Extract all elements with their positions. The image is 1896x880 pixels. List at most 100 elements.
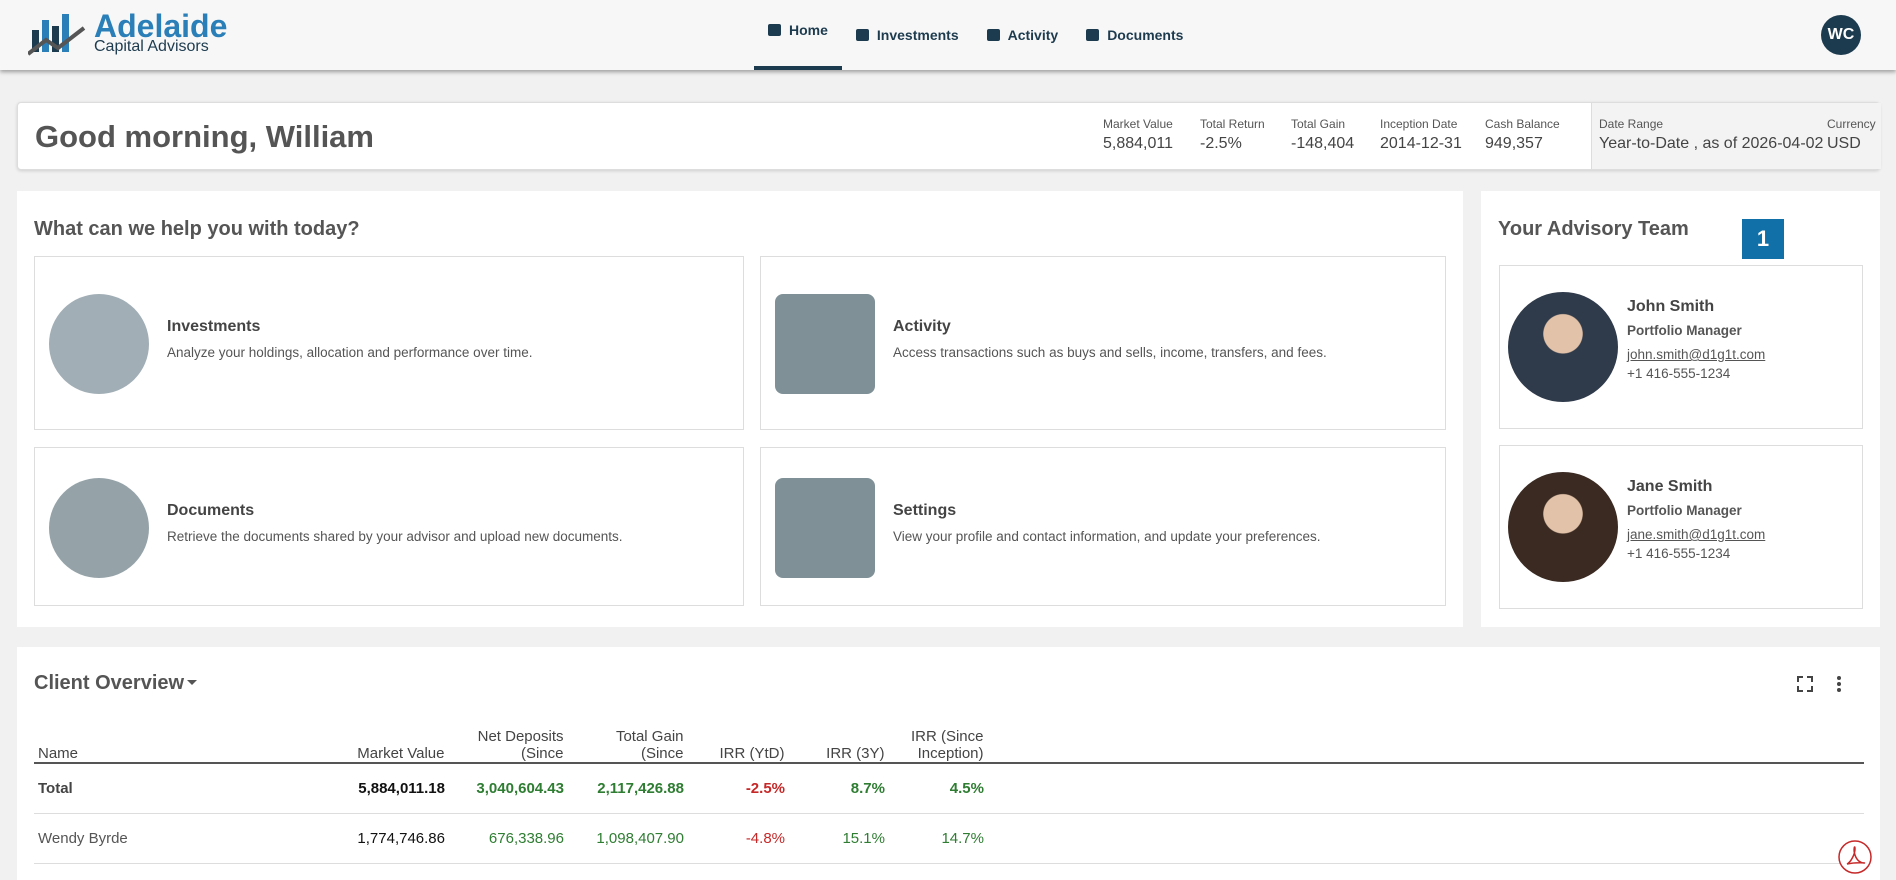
pdf-button[interactable] <box>1838 840 1872 874</box>
card-desc: Analyze your holdings, allocation and pe… <box>167 345 533 360</box>
member-email[interactable]: john.smith@d1g1t.com <box>1627 347 1766 362</box>
nav-label: Documents <box>1107 27 1184 43</box>
table-row: Wendy Byrde 1,774,746.86 676,338.96 1,098,4… <box>34 813 1864 864</box>
table-cell: 15.1% <box>789 813 889 864</box>
date-range[interactable]: Date Range Year-to-Date , as of 2026-04-0… <box>1599 117 1823 153</box>
logo-icon <box>28 14 86 56</box>
nav-item[interactable]: Activity <box>973 0 1073 70</box>
metric-value: -148,404 <box>1291 135 1355 152</box>
help-title: What can we help you with today? <box>34 218 360 240</box>
logo-sub: Capital Advisors <box>94 38 209 55</box>
metric: Market Value 5,884,011 <box>1103 117 1173 153</box>
card-icon <box>49 294 149 394</box>
nav: Home Investments Activity Documents <box>754 0 1197 70</box>
overview-panel: Client Overview Name Market Value Net Depo… <box>17 647 1880 880</box>
card-desc: View your profile and contact informatio… <box>893 528 1321 544</box>
nav-label: Investments <box>876 27 959 43</box>
help-card[interactable]: Investments Analyze your holdings, alloca… <box>34 256 744 430</box>
table-row: Total 5,884,011.18 3,040,604.43 2,117,426.8… <box>34 763 1864 814</box>
member-role: Portfolio Manager <box>1627 503 1742 518</box>
nav-item[interactable]: Investments <box>842 0 973 70</box>
table-cell: 1,098,407.90 <box>568 813 688 864</box>
help-card[interactable]: Activity Access transactions such as buys… <box>760 256 1446 430</box>
column-header[interactable]: IRR (3Y) <box>789 723 890 764</box>
member-email[interactable]: jane.smith@d1g1t.com <box>1627 527 1766 542</box>
metric: Inception Date 2014-12-31 <box>1380 117 1462 153</box>
table-cell: 1,774,746.86 <box>333 813 449 864</box>
metric-value: 2014-12-31 <box>1380 135 1462 152</box>
greeting: Good morning, William <box>35 119 374 154</box>
nav-icon <box>855 29 869 41</box>
portrait <box>1508 472 1618 582</box>
column-spacer <box>988 723 1864 764</box>
table-cell: -2.5% <box>688 763 789 814</box>
card-desc: Retrieve the documents shared by your ad… <box>167 528 623 544</box>
card-title: Settings <box>893 501 957 519</box>
nav-icon <box>986 29 1000 41</box>
table-cell: 14.7% <box>889 813 988 864</box>
nav-item[interactable]: Documents <box>1072 0 1197 70</box>
metric-label: Cash Balance <box>1485 117 1560 131</box>
metric-value: -2.5% <box>1200 135 1242 152</box>
metric: Total Return -2.5% <box>1200 117 1265 153</box>
value: Year-to-Date , as of 2026-04-02 <box>1599 135 1824 152</box>
value: USD <box>1827 135 1861 152</box>
logo-name: Adelaide <box>94 8 228 44</box>
overview-title[interactable]: Client Overview <box>34 672 185 694</box>
metric: Cash Balance 949,357 <box>1485 117 1560 153</box>
metric-label: Total Gain <box>1291 117 1346 131</box>
team-card: John Smith Portfolio Manager john.smith@d1… <box>1499 265 1863 429</box>
table-cell: Wendy Byrde <box>34 813 333 864</box>
avatar[interactable]: WC <box>1821 15 1861 55</box>
nav-item[interactable]: Home <box>754 0 842 70</box>
column-header[interactable]: Market Value <box>333 723 450 764</box>
team-title: Your Advisory Team <box>1498 218 1689 240</box>
table-cell: -4.8% <box>688 813 789 864</box>
help-card[interactable]: Settings View your profile and contact in… <box>760 447 1446 606</box>
dropdown-caret[interactable] <box>185 677 199 687</box>
table-cell: 3,040,604.43 <box>449 763 568 814</box>
nav-icon <box>768 24 781 36</box>
card-icon <box>775 294 875 394</box>
summary-bar: Good morning, William Market Value 5,884,… <box>17 102 1881 170</box>
column-header[interactable]: Net Deposits (Since <box>449 723 569 764</box>
member-name: Jane Smith <box>1627 478 1713 495</box>
member-name: John Smith <box>1627 298 1715 315</box>
column-header[interactable]: IRR (Since Inception) <box>889 723 989 764</box>
table-cell-spacer <box>988 813 1864 864</box>
help-card[interactable]: Documents Retrieve the documents shared b… <box>34 447 744 606</box>
table-cell: 2,117,426.88 <box>568 763 688 814</box>
nav-label: Home <box>789 22 828 38</box>
metric-value: 949,357 <box>1485 135 1543 152</box>
member-role: Portfolio Manager <box>1627 323 1742 338</box>
metric-label: Market Value <box>1103 117 1173 131</box>
card-title: Documents <box>167 501 255 519</box>
metric-label: Total Return <box>1200 117 1265 131</box>
expand-icon[interactable] <box>1796 675 1814 693</box>
table-cell: 676,338.96 <box>449 813 568 864</box>
column-header[interactable]: Total Gain (Since <box>568 723 689 764</box>
card-title: Investments <box>167 318 261 335</box>
label: Date Range <box>1599 117 1664 131</box>
column-header[interactable]: Name <box>34 723 334 764</box>
label: Currency <box>1827 117 1876 131</box>
card-title: Activity <box>893 318 951 335</box>
header: Adelaide Capital Advisors Home Investment… <box>0 0 1896 70</box>
table-cell: 4.5% <box>889 763 988 814</box>
table-cell: 8.7% <box>789 763 889 814</box>
card-icon <box>49 477 149 578</box>
badge: 1 <box>1742 219 1784 259</box>
metric-label: Inception Date <box>1380 117 1458 131</box>
metric-value: 5,884,011 <box>1103 135 1173 152</box>
card-icon <box>775 477 875 578</box>
member-phone: +1 416-555-1234 <box>1627 546 1731 561</box>
currency: Currency USD <box>1827 117 1876 153</box>
nav-label: Activity <box>1007 27 1059 43</box>
column-header[interactable]: IRR (YtD) <box>688 723 790 764</box>
more-icon[interactable] <box>1835 675 1843 693</box>
member-phone: +1 416-555-1234 <box>1627 366 1731 381</box>
overview-table: Name Market Value Net Deposits (Since Total… <box>34 723 1864 864</box>
card-desc: Access transactions such as buys and sel… <box>893 345 1327 360</box>
table-cell: 5,884,011.18 <box>333 763 449 814</box>
